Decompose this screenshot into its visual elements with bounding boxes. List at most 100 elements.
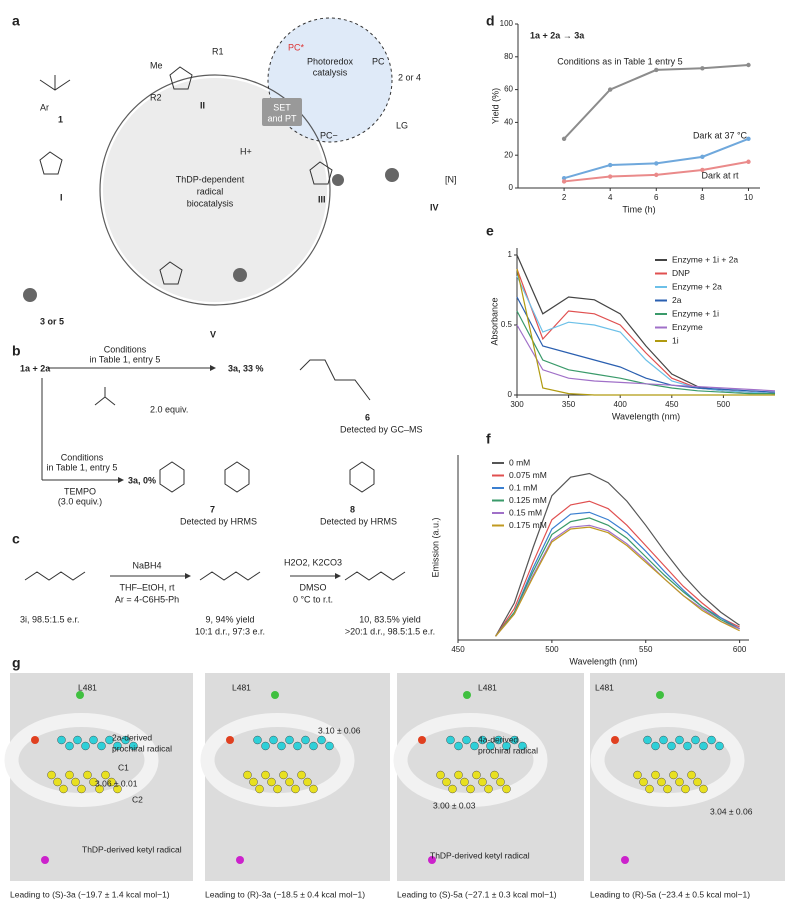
- structure-image: [10, 673, 193, 881]
- x-tick-label: 500: [545, 645, 559, 654]
- series-label: Conditions as in Table 1 entry 5: [557, 56, 682, 66]
- point: [746, 62, 751, 68]
- atom: [442, 777, 451, 787]
- y-tick-label: 60: [504, 85, 513, 94]
- label: [N]: [445, 174, 457, 184]
- atom: [683, 741, 692, 751]
- x-axis-label: Time (h): [622, 204, 655, 214]
- atom: [669, 770, 678, 780]
- atom: [65, 741, 74, 751]
- structures: [24, 571, 406, 581]
- label: II: [200, 100, 205, 110]
- label: PC*: [288, 42, 305, 52]
- atom: [105, 735, 114, 745]
- atom: [226, 736, 234, 744]
- point: [746, 159, 751, 164]
- y-tick-label: 100: [500, 19, 514, 28]
- caption: Leading to (S)-3a (−19.7 ± 1.4 kcal mol−…: [10, 889, 170, 899]
- atom: [277, 741, 286, 751]
- atom: [293, 741, 302, 751]
- image-label: L481: [478, 682, 497, 692]
- atom: [681, 784, 690, 794]
- label: 2 or 4: [398, 72, 421, 82]
- legend-label: Enzyme + 2a: [672, 281, 722, 291]
- radical-group: [385, 168, 399, 182]
- atom: [675, 777, 684, 787]
- label: IV: [430, 202, 439, 212]
- panel-label: a: [12, 13, 20, 29]
- legend-label: 0.175 mM: [509, 520, 547, 530]
- image-label: 3.04 ± 0.06: [710, 806, 753, 816]
- atom: [436, 770, 445, 780]
- point: [561, 136, 567, 141]
- label: 9, 94% yield: [205, 614, 254, 624]
- atom: [691, 735, 700, 745]
- x-tick-label: 450: [665, 400, 679, 409]
- label: 10:1 d.r., 97:3 e.r.: [195, 626, 265, 636]
- atom: [494, 735, 503, 745]
- atom: [76, 691, 84, 699]
- label: 7: [210, 504, 215, 514]
- atom: [53, 777, 62, 787]
- atom: [478, 735, 487, 745]
- atom: [643, 735, 652, 745]
- point: [654, 161, 659, 166]
- label: and PT: [267, 113, 297, 123]
- legend-label: 1i: [672, 335, 679, 345]
- y-tick-label: 20: [504, 150, 513, 159]
- panel-a: PC* Photoredox catalysis PC 2 or 4 LG SE…: [23, 17, 457, 339]
- atom: [490, 770, 499, 780]
- atom: [667, 741, 676, 751]
- panel-c: 3i, 98.5:1.5 e.r. NaBH4 THF–EtOH, rt Ar …: [20, 557, 435, 636]
- y-tick-label: 80: [504, 52, 513, 61]
- legend-label: 0.075 mM: [509, 470, 547, 480]
- atom: [309, 784, 318, 794]
- label: 3i, 98.5:1.5 e.r.: [20, 614, 80, 624]
- label: I: [60, 192, 63, 202]
- atom: [693, 777, 702, 787]
- legend-label: Enzyme + 1i + 2a: [672, 254, 738, 264]
- atom: [463, 691, 471, 699]
- image-label: 2a-derived: [112, 732, 152, 742]
- atom: [303, 777, 312, 787]
- atom: [707, 735, 716, 745]
- legend-label: 0 mM: [509, 457, 530, 467]
- atom: [428, 856, 436, 864]
- point: [700, 66, 705, 71]
- legend-label: 0.125 mM: [509, 495, 547, 505]
- legend-label: 2a: [672, 295, 682, 305]
- caption: Leading to (R)-3a (−18.5 ± 0.4 kcal mol−…: [205, 889, 365, 899]
- atom: [65, 770, 74, 780]
- atom: [446, 735, 455, 745]
- legend-label: 0.15 mM: [509, 507, 542, 517]
- label: H2O2, K2CO3: [284, 557, 342, 567]
- label: Ar = 4-C6H5-Ph: [115, 594, 179, 604]
- image-label: L481: [78, 682, 97, 692]
- legend-label: Enzyme: [672, 322, 703, 332]
- caption: Leading to (R)-5a (−23.4 ± 0.5 kcal mol−…: [590, 889, 750, 899]
- x-tick-label: 6: [654, 193, 659, 202]
- label: radical: [197, 186, 224, 196]
- atom: [472, 770, 481, 780]
- panel-label: f: [486, 431, 491, 447]
- atom: [466, 784, 475, 794]
- point: [561, 179, 567, 184]
- arrowhead: [118, 477, 124, 483]
- atom: [309, 741, 318, 751]
- x-tick-label: 350: [562, 400, 576, 409]
- image-label: ThDP-derived ketyl radical: [82, 844, 182, 854]
- atom: [651, 770, 660, 780]
- label: biocatalysis: [187, 198, 234, 208]
- label: Photoredox: [307, 56, 354, 66]
- protein-ribbon: [200, 713, 355, 807]
- y-axis-label: Yield (%): [490, 88, 500, 124]
- x-tick-label: 2: [562, 193, 567, 202]
- atom: [502, 741, 511, 751]
- atom: [249, 777, 258, 787]
- point: [607, 174, 613, 179]
- atom: [448, 784, 457, 794]
- atom: [478, 777, 487, 787]
- atom: [279, 770, 288, 780]
